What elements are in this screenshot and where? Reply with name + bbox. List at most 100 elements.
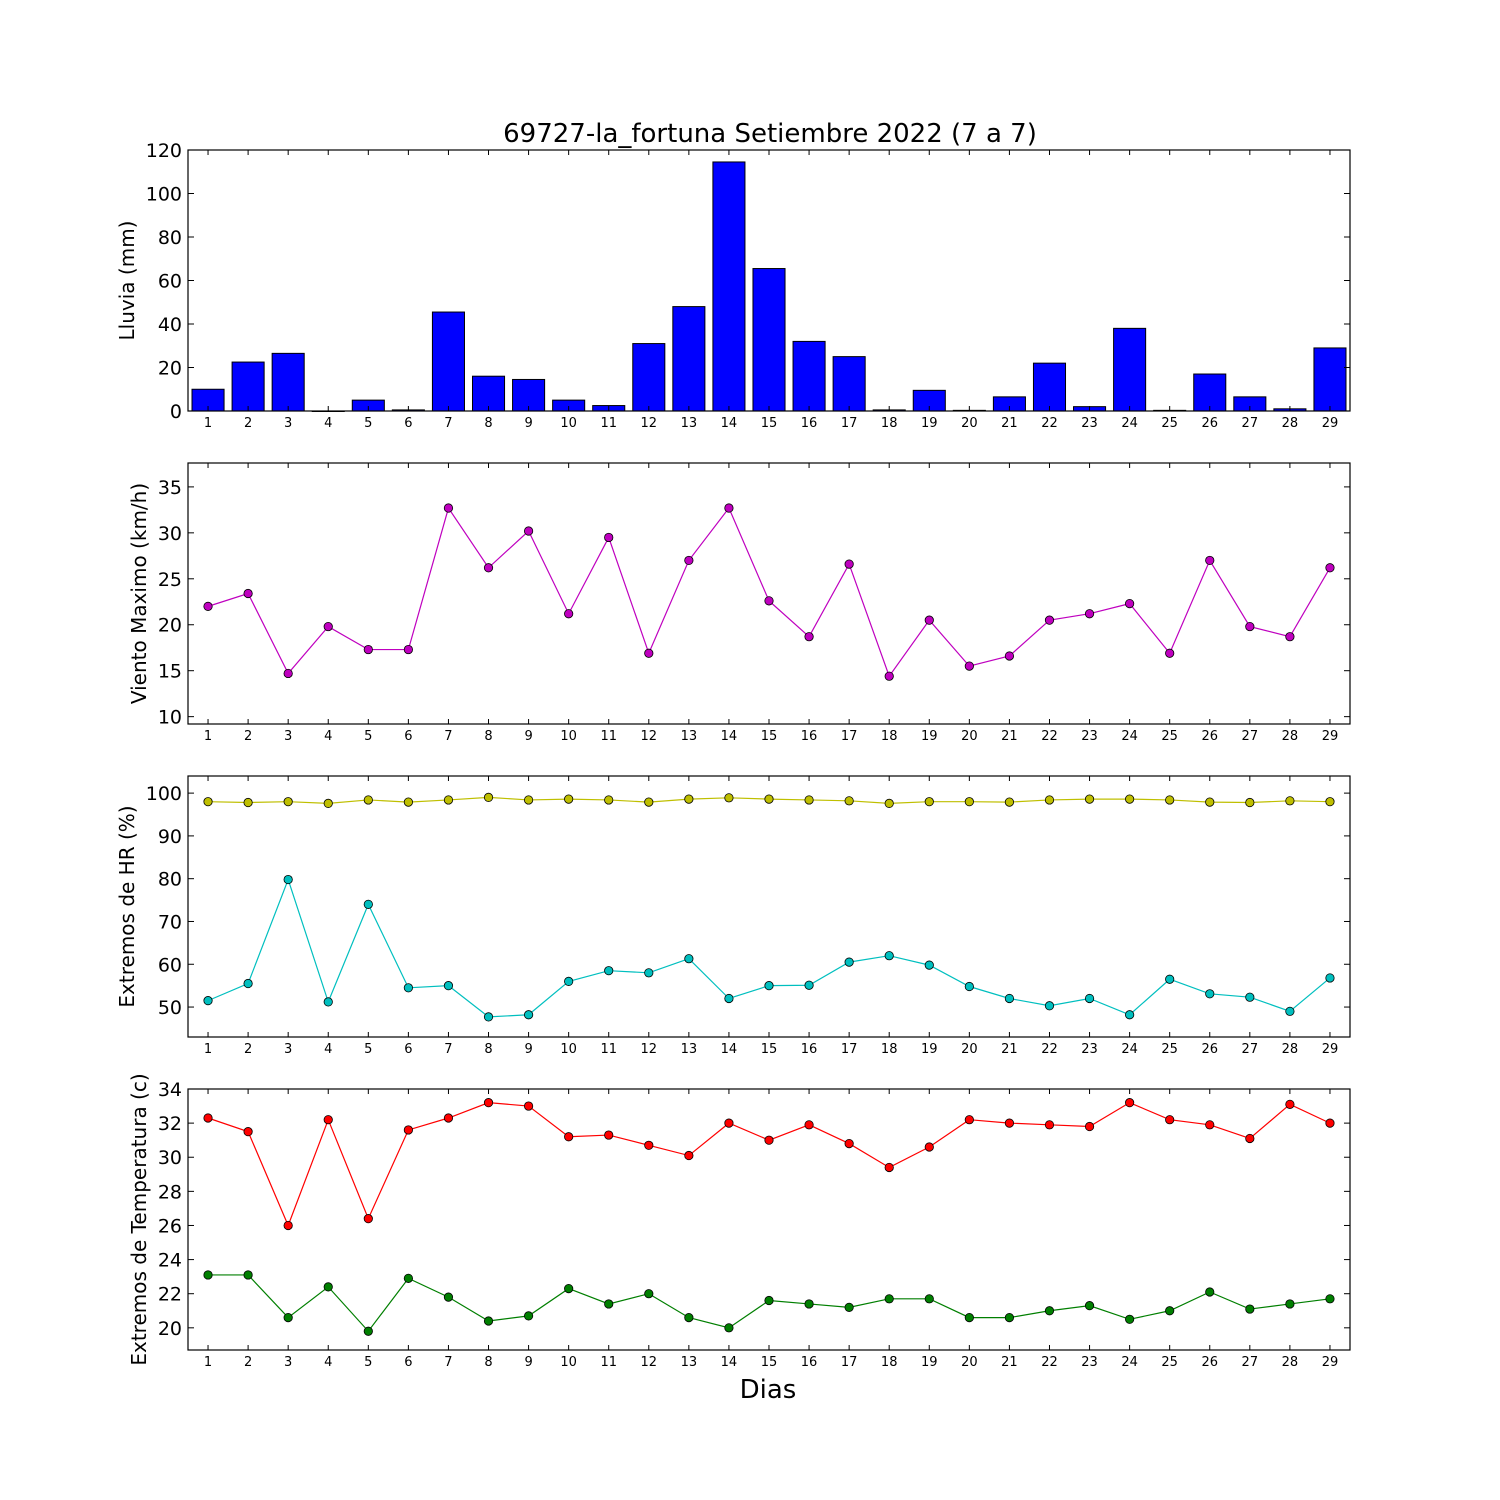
y-tick-label: 24 [158,1250,182,1272]
series-1-point-day-22 [1044,795,1055,805]
y-tick-label: 70 [158,911,182,933]
x-tick-label: 23 [1081,1355,1098,1370]
subplot-temp: 1 2 3 4 5 6 7 8 9 10 11 12 13 14 15 16 17 18 19 20 21 22 23 24 2… [127,1073,1351,1370]
series-1-point-day-29 [1325,563,1335,573]
series-1-point-day-10 [564,609,574,619]
series-2-point-day-18 [884,951,894,961]
series-2-point-day-16 [804,980,814,990]
series-1-point-day-26 [1205,555,1215,566]
x-tick-label: 21 [1001,1042,1018,1057]
x-tick-label: 14 [721,416,738,431]
series-1-point-day-15 [764,1135,774,1145]
series-2-point-day-20 [964,1312,974,1323]
series-1-point-day-28 [1285,1099,1295,1109]
series-1-point-day-15 [764,794,774,804]
series-2-point-day-12 [644,968,654,978]
series-1-point-day-22 [1044,1120,1055,1130]
x-tick-label: 25 [1161,729,1178,744]
series-1-point-day-9 [523,795,534,805]
series-2-point-day-29 [1325,1294,1335,1304]
series-1-point-day-25 [1165,648,1175,658]
series-2-point-day-28 [1285,1299,1295,1309]
subplots: 1 2 3 4 5 6 7 8 9 10 11 12 13 14 15 16 17 18 19 20 21 22 23 24 2… [115,140,1351,1370]
x-tick-label: 24 [1121,416,1138,431]
series-2-point-day-9 [523,1010,534,1020]
y-tick-label: 26 [158,1215,182,1237]
series-2-point-day-24 [1125,1314,1135,1324]
y-tick-label: 20 [158,615,182,637]
y-tick-label: 50 [158,997,182,1019]
y-tick-label: 80 [158,869,182,891]
y-tick-label: 120 [146,140,182,162]
x-tick-label: 3 [284,1042,292,1057]
series-2-point-day-27 [1245,992,1255,1002]
y-axis-label: Extremos de Temperatura (c) [127,1073,151,1365]
series-1-point-day-4 [323,621,333,632]
x-tick-label: 28 [1282,1355,1299,1370]
x-tick-label: 11 [600,416,617,431]
series-1-point-day-27 [1245,621,1255,632]
series-1-point-day-11 [604,1130,614,1140]
series-2-point-day-13 [684,1312,694,1323]
x-tick-label: 19 [921,1042,938,1057]
x-tick-label: 7 [444,416,452,431]
series-2-point-day-14 [724,1323,734,1333]
y-axis-label: Extremos de HR (%) [115,805,139,1007]
x-tick-label: 10 [560,729,577,744]
y-tick-label: 35 [158,477,182,499]
series-2-point-day-17 [844,957,854,967]
x-tick-label: 5 [364,1355,372,1370]
x-tick-label: 27 [1242,1042,1259,1057]
series-2-point-day-6 [403,1273,413,1283]
series-1-point-day-1 [203,601,213,611]
y-tick-label: 30 [158,523,182,545]
series-1-point-day-22 [1044,615,1055,625]
x-tick-label: 29 [1322,1355,1339,1370]
y-axis-label: Lluvia (mm) [115,221,139,341]
subplot-hr: 1 2 3 4 5 6 7 8 9 10 11 12 13 14 15 16 17 18 19 20 21 22 23 24 2… [115,775,1351,1057]
x-tick-label: 19 [921,1355,938,1370]
series-2-point-day-11 [604,966,614,976]
x-tick-label: 28 [1282,729,1299,744]
series-1-point-day-16 [804,795,814,805]
series-1-point-day-26 [1205,1120,1215,1130]
x-tick-label: 24 [1121,1355,1138,1370]
x-tick-label: 15 [761,729,778,744]
series-2-point-day-5 [363,1326,373,1336]
series-2-point-day-21 [1004,993,1015,1004]
series-1-point-day-23 [1084,609,1095,619]
x-tick-label: 9 [524,1355,532,1370]
series-1-point-day-21 [1004,1118,1015,1128]
series-2-point-day-17 [844,1302,854,1312]
series-2-point-day-6 [403,983,413,993]
bar-day-8 [471,375,506,412]
x-tick-label: 13 [681,416,698,431]
x-tick-label: 22 [1041,416,1058,431]
series-1-point-day-5 [363,644,373,655]
series-2-point-day-9 [523,1311,534,1321]
series-2-point-day-15 [764,981,774,991]
x-tick-label: 13 [681,729,698,744]
series-1-point-day-8 [483,792,494,802]
series-2-point-day-23 [1084,993,1095,1004]
series-2-point-day-8 [483,1012,494,1022]
series-2-point-day-7 [443,981,454,991]
bar-day-9 [512,378,546,412]
series-1-point-day-17 [844,559,854,569]
x-tick-label: 16 [801,729,818,744]
x-tick-label: 25 [1161,1355,1178,1370]
x-tick-label: 5 [364,729,372,744]
series-1-point-day-8 [483,563,494,573]
series-2-point-day-26 [1205,989,1215,999]
series-2-point-day-16 [804,1299,814,1309]
x-tick-label: 17 [841,1042,858,1057]
series-1-point-day-17 [844,1138,854,1149]
x-tick-label: 27 [1242,416,1259,431]
series-1-point-day-11 [604,532,614,543]
y-tick-label: 80 [158,227,182,249]
series-1-point-day-28 [1285,632,1295,642]
series-1-point-day-10 [564,794,574,804]
x-tick-label: 16 [801,416,818,431]
chart-title: 69727-la_fortuna Setiembre 2022 (7 a 7) [503,119,1037,149]
x-tick-label: 29 [1322,1042,1339,1057]
